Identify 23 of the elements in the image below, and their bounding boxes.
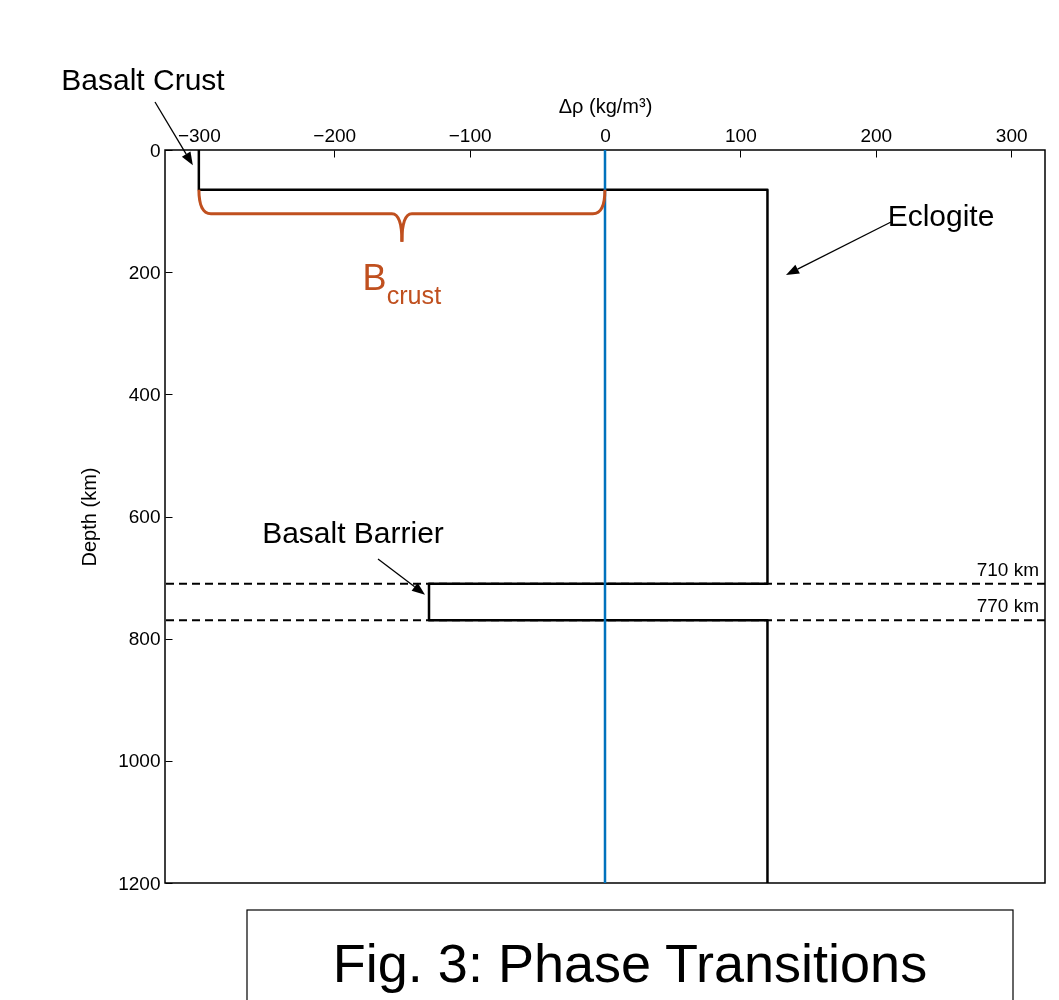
y-tick-label: 600 [128, 506, 161, 527]
y-tick-label: 1000 [118, 750, 161, 772]
x-tick-label: 300 [995, 124, 1028, 146]
y-tick-label: 800 [128, 628, 161, 650]
y-tick-label: 0 [149, 139, 161, 161]
annotation: Basalt Barrier [262, 516, 444, 549]
annotation: Basalt Crust [61, 63, 226, 96]
y-tick-label: 1200 [118, 872, 161, 894]
x-tick-label: −200 [313, 124, 357, 146]
y-tick-label: 400 [128, 383, 161, 405]
x-tick-label: 0 [600, 124, 611, 146]
y-axis-title: Depth (km) [78, 467, 101, 567]
annotation: Eclogite [887, 199, 995, 232]
x-tick-label: 200 [860, 124, 893, 146]
caption: Fig. 3: Phase Transitions [332, 933, 928, 993]
x-tick-label: −100 [448, 124, 492, 146]
y-tick-label: 200 [128, 261, 161, 283]
x-tick-label: 100 [725, 124, 757, 146]
ref-line-label: 770 km [976, 595, 1039, 617]
ref-line-label: 710 km [976, 558, 1039, 580]
x-axis-title: Δρ (kg/m³) [558, 94, 653, 117]
annotation: B$_{crust}$ [362, 256, 442, 309]
x-tick-label: −300 [177, 124, 221, 146]
